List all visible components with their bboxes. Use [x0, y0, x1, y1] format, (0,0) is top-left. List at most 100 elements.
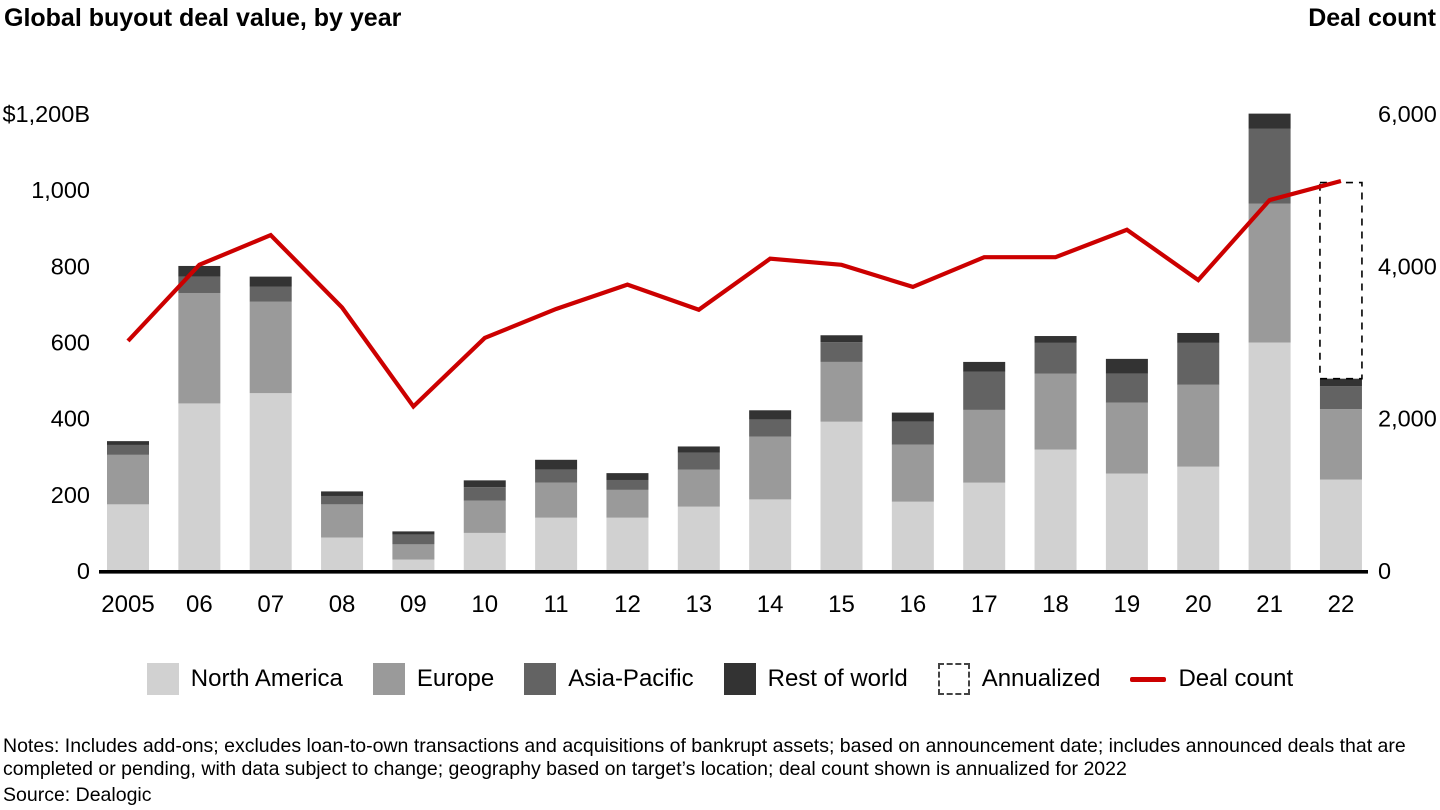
legend-item-annualized: Annualized	[937, 663, 1101, 695]
bar-segment-rest_of_world-13	[677, 446, 720, 453]
bar-segment-asia_pacific-18	[1034, 342, 1077, 374]
left-axis-tick-label: 800	[51, 253, 90, 279]
legend-item-north-america: North America	[146, 663, 343, 695]
bar-segment-north_america-18	[1034, 449, 1077, 571]
x-axis-label-19: 19	[1114, 591, 1141, 618]
bar-segment-europe-19	[1105, 402, 1148, 474]
rest-of-world-swatch	[723, 663, 756, 695]
legend-label-annualized: Annualized	[981, 665, 1101, 692]
x-axis-label-13: 13	[685, 591, 712, 618]
bar-segment-asia_pacific-10	[463, 487, 506, 501]
x-axis-label-15: 15	[828, 591, 855, 618]
bar-segment-asia_pacific-17	[963, 371, 1006, 410]
bar-segment-europe-09	[392, 544, 435, 560]
bar-segment-europe-2005	[107, 454, 149, 505]
bar-segment-rest_of_world-21	[1248, 113, 1291, 129]
bar-segment-asia_pacific-14	[749, 419, 792, 437]
legend-label-europe: Europe	[416, 665, 495, 692]
bar-segment-north_america-17	[963, 482, 1006, 571]
bar-segment-europe-22	[1319, 409, 1362, 480]
bar-segment-asia_pacific-13	[677, 452, 720, 470]
legend: North America Europe Asia-Pacific Rest o…	[0, 663, 1440, 695]
bar-segment-rest_of_world-15	[820, 335, 863, 343]
bar-segment-north_america-2005	[107, 504, 149, 571]
annualized-dashed-swatch-icon	[937, 663, 970, 695]
bar-segment-europe-07	[249, 301, 292, 394]
bar-segment-rest_of_world-11	[535, 459, 578, 470]
bar-segment-north_america-06	[178, 403, 221, 571]
x-axis-label-11: 11	[544, 591, 569, 618]
legend-item-rest-of-world: Rest of world	[723, 663, 908, 695]
left-axis-tick-label: 600	[51, 330, 90, 356]
deal-count-line-swatch-icon	[1130, 676, 1167, 682]
bar-segment-europe-12	[606, 489, 649, 518]
bar-segment-rest_of_world-08	[321, 491, 364, 496]
x-axis-label-18: 18	[1042, 591, 1069, 618]
bar-segment-asia_pacific-08	[321, 495, 364, 505]
x-axis-label-08: 08	[329, 591, 356, 618]
right-axis-tick-label: 6,000	[1378, 101, 1437, 127]
bar-segment-north_america-14	[749, 499, 792, 571]
right-axis-tick-label: 0	[1378, 558, 1391, 584]
bar-segment-rest_of_world-12	[606, 473, 649, 480]
x-axis-label-17: 17	[971, 591, 998, 618]
x-axis-label-12: 12	[614, 591, 641, 618]
right-axis-tick-label: 4,000	[1378, 253, 1437, 279]
x-axis-label-21: 21	[1256, 591, 1283, 618]
bar-segment-europe-16	[891, 444, 934, 502]
x-axis-label-22: 22	[1328, 591, 1355, 618]
bar-segment-europe-06	[178, 292, 221, 404]
legend-label-rest-of-world: Rest of world	[767, 665, 908, 692]
bar-segment-europe-18	[1034, 373, 1077, 450]
plot-area: $1,200B1,00080060040020006,0004,0002,000…	[2, 101, 1437, 618]
bar-segment-asia_pacific-11	[535, 469, 578, 483]
bar-segment-europe-17	[963, 409, 1006, 483]
bar-segment-europe-14	[749, 436, 792, 500]
bar-segment-rest_of_world-2005	[107, 441, 149, 445]
bar-segment-europe-20	[1177, 384, 1220, 467]
bar-segment-north_america-10	[463, 532, 506, 571]
left-axis-tick-label: 400	[51, 406, 90, 432]
bar-segment-asia_pacific-16	[891, 421, 934, 445]
bar-segment-asia_pacific-12	[606, 479, 649, 490]
bar-segment-north_america-22	[1319, 479, 1362, 571]
bar-segment-europe-08	[321, 504, 364, 538]
bar-segment-asia_pacific-22	[1319, 386, 1362, 410]
x-axis-label-14: 14	[757, 591, 784, 618]
x-axis-label-20: 20	[1185, 591, 1212, 618]
bar-segment-europe-11	[535, 482, 578, 518]
asia-pacific-swatch	[524, 663, 557, 695]
bar-segment-north_america-19	[1105, 473, 1148, 571]
right-axis-title: Deal count	[1308, 4, 1436, 32]
bar-segment-rest_of_world-17	[963, 361, 1006, 372]
bar-segment-rest_of_world-22	[1319, 378, 1362, 387]
bar-segment-north_america-09	[392, 559, 435, 571]
bar-segment-rest_of_world-19	[1105, 358, 1148, 374]
bar-segment-asia_pacific-15	[820, 342, 863, 362]
bar-segment-rest_of_world-14	[749, 410, 792, 420]
bar-segment-north_america-08	[321, 537, 364, 571]
notes: Notes: Includes add-ons; excludes loan-t…	[3, 735, 1406, 780]
x-axis-label-2005: 2005	[101, 591, 154, 618]
europe-swatch	[372, 663, 405, 695]
bar-segment-north_america-21	[1248, 342, 1291, 571]
bar-segment-rest_of_world-07	[249, 276, 292, 287]
bar-segment-north_america-15	[820, 421, 863, 571]
bar-segment-asia_pacific-09	[392, 534, 435, 545]
x-axis-label-09: 09	[400, 591, 427, 618]
x-axis-line	[99, 570, 1368, 574]
north-america-swatch	[146, 663, 179, 695]
bar-segment-rest_of_world-20	[1177, 332, 1220, 343]
bar-segment-north_america-20	[1177, 466, 1220, 571]
bar-segment-rest_of_world-16	[891, 412, 934, 422]
bar-segment-asia_pacific-19	[1105, 373, 1148, 403]
bar-segment-rest_of_world-06	[178, 265, 221, 277]
bar-segment-asia_pacific-2005	[107, 444, 149, 455]
x-axis-label-06: 06	[186, 591, 213, 618]
left-axis-tick-label: 0	[77, 558, 90, 584]
legend-item-asia-pacific: Asia-Pacific	[524, 663, 694, 695]
legend-label-asia-pacific: Asia-Pacific	[568, 665, 694, 692]
bar-segment-europe-10	[463, 500, 506, 533]
bar-segment-europe-21	[1248, 203, 1291, 343]
bar-segment-asia_pacific-21	[1248, 128, 1291, 204]
